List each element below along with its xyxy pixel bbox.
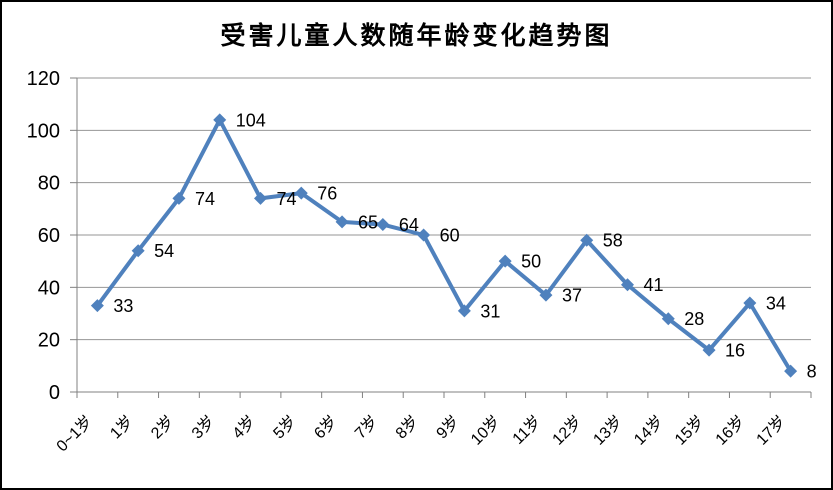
data-point-marker [335, 215, 349, 229]
y-tick-label: 80 [38, 173, 60, 195]
data-label: 41 [644, 275, 664, 295]
data-label: 104 [236, 110, 266, 130]
x-tick-label: 8岁 [392, 412, 422, 442]
x-tick-label: 11岁 [509, 412, 545, 448]
x-tick-label: 4岁 [229, 412, 259, 442]
data-label: 31 [480, 301, 500, 321]
data-label: 65 [358, 212, 378, 232]
x-tick-label: 1岁 [107, 412, 137, 442]
data-point-marker [661, 312, 675, 326]
data-point-marker [376, 218, 390, 232]
data-point-marker [784, 364, 798, 378]
data-point-marker [172, 191, 186, 205]
data-label: 60 [440, 226, 460, 246]
x-tick-label: 15岁 [671, 412, 708, 449]
x-tick-label: 12岁 [549, 412, 586, 449]
data-point-marker [294, 186, 308, 200]
x-tick-label: 5岁 [270, 412, 300, 442]
y-tick-label: 120 [27, 68, 60, 90]
data-label: 34 [766, 294, 786, 314]
data-point-marker [213, 113, 227, 127]
y-tick-label: 40 [38, 277, 60, 299]
data-label: 16 [725, 341, 745, 361]
x-tick-label: 0~1岁 [53, 412, 96, 455]
data-point-marker [743, 296, 757, 310]
data-line [95, 117, 793, 374]
data-label: 33 [113, 296, 133, 316]
x-tick-label: 13岁 [590, 412, 627, 449]
chart-title: 受害儿童人数随年龄变化趋势图 [220, 21, 613, 50]
x-tick-label: 14岁 [630, 412, 667, 449]
x-tick-label: 3岁 [188, 412, 218, 442]
data-point-marker [702, 343, 716, 357]
data-point-marker [457, 304, 471, 318]
y-tick-label: 0 [49, 382, 60, 404]
data-label: 50 [521, 252, 541, 272]
y-tick-label: 100 [27, 120, 60, 142]
data-point-marker [417, 228, 431, 242]
x-tick-label: 16岁 [712, 412, 749, 449]
x-tick-label: 2岁 [147, 412, 177, 442]
data-label: 76 [317, 184, 337, 204]
data-label: 74 [195, 189, 215, 209]
y-tick-label: 60 [38, 225, 60, 247]
data-label: 64 [399, 215, 419, 235]
data-label: 58 [603, 231, 623, 251]
data-point-marker [131, 244, 145, 258]
y-tick-label: 20 [38, 330, 60, 352]
data-label: 74 [277, 189, 297, 209]
data-point-marker [254, 191, 267, 205]
data-point-marker [621, 278, 634, 292]
x-tick-label: 7岁 [351, 412, 381, 442]
x-tick-label: 17岁 [753, 412, 790, 449]
data-label: 54 [154, 241, 174, 261]
x-tick-label: 6岁 [311, 412, 341, 442]
data-label: 28 [684, 309, 704, 329]
x-tick-label: 9岁 [433, 412, 463, 442]
data-point-marker [539, 288, 553, 302]
data-label: 8 [807, 362, 817, 382]
x-tick-label: 10岁 [467, 412, 504, 449]
data-point-marker [90, 299, 104, 313]
data-point-marker [580, 233, 594, 247]
data-label: 37 [562, 286, 582, 306]
